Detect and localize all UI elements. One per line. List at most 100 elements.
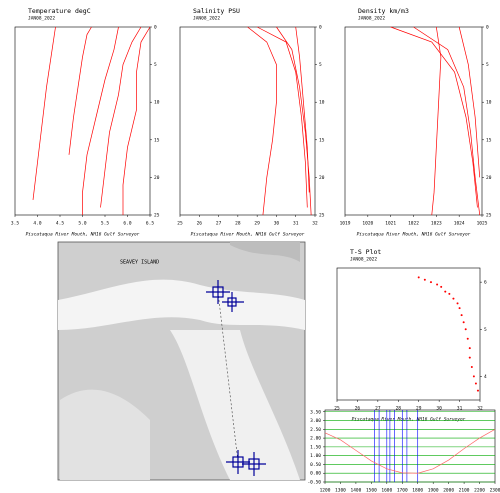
point bbox=[458, 307, 461, 310]
series-line bbox=[413, 26, 481, 216]
x-tick-label: 25 bbox=[177, 221, 183, 227]
x-tick-label: 4.5 bbox=[56, 221, 64, 227]
x-tick-label: 4.0 bbox=[33, 221, 41, 227]
track bbox=[217, 291, 239, 463]
x-tick-label: 30 bbox=[436, 406, 442, 412]
point bbox=[466, 337, 469, 340]
map: SEAVEY ISLAND bbox=[57, 241, 306, 481]
y-tick-label: 25 bbox=[486, 213, 492, 219]
point bbox=[468, 356, 471, 359]
y-tick-label: 1.00 bbox=[310, 453, 321, 459]
x-tick-label: 1023 bbox=[431, 221, 442, 227]
x-tick-label: 31 bbox=[293, 221, 299, 227]
y-tick-label: 15 bbox=[154, 137, 160, 143]
x-tick-label: 1019 bbox=[340, 221, 351, 227]
x-tick-label: 1700 bbox=[397, 488, 408, 493]
point bbox=[474, 382, 477, 385]
series-line bbox=[276, 26, 312, 216]
point bbox=[436, 283, 439, 286]
x-tick-label: 1600 bbox=[381, 488, 392, 493]
land bbox=[230, 242, 300, 262]
point bbox=[464, 328, 467, 331]
y-tick-label: 6 bbox=[484, 280, 487, 286]
x-tick-label: 6.5 bbox=[146, 221, 154, 227]
chart-title: Temperature degC bbox=[28, 7, 91, 15]
x-tick-label: 28 bbox=[396, 406, 402, 412]
series-line bbox=[100, 26, 142, 208]
y-tick-label: 5 bbox=[319, 62, 322, 68]
y-tick-label: 15 bbox=[319, 137, 325, 143]
x-tick-label: 5.0 bbox=[78, 221, 86, 227]
point bbox=[470, 366, 473, 368]
x-tick-label: 1022 bbox=[408, 221, 419, 227]
x-tick-label: 31 bbox=[457, 406, 463, 412]
x-tick-label: 1800 bbox=[412, 488, 423, 493]
point bbox=[468, 347, 471, 350]
x-tick-label: 1024 bbox=[454, 221, 465, 227]
point bbox=[472, 375, 475, 378]
x-tick-label: 1400 bbox=[350, 488, 361, 493]
y-tick-label: 10 bbox=[319, 100, 325, 106]
station-markers bbox=[206, 280, 266, 476]
point bbox=[476, 389, 479, 392]
y-tick-label: 3.00 bbox=[310, 418, 321, 424]
series-line bbox=[390, 26, 478, 208]
x-tick-label: 1025 bbox=[477, 221, 488, 227]
y-tick-label: 20 bbox=[319, 175, 325, 181]
x-tick-label: 1200 bbox=[320, 488, 331, 493]
series-line bbox=[431, 26, 442, 216]
chart-footer: Piscataqua River Mouth, NH16 Gulf Survey… bbox=[191, 232, 305, 238]
chart-footer: Piscataqua River Mouth, NH16 Gulf Survey… bbox=[357, 232, 471, 238]
map-label: SEAVEY ISLAND bbox=[120, 260, 159, 266]
x-tick-label: 2100 bbox=[459, 488, 470, 493]
plot-frame bbox=[336, 267, 481, 401]
x-tick-label: 1300 bbox=[335, 488, 346, 493]
series-line bbox=[256, 26, 308, 208]
water bbox=[58, 279, 305, 330]
y-tick-label: 20 bbox=[154, 175, 160, 181]
series-line bbox=[122, 26, 151, 215]
series-line bbox=[68, 26, 92, 155]
point bbox=[440, 285, 443, 288]
point bbox=[448, 292, 451, 295]
y-tick-label: 0.50 bbox=[310, 462, 321, 468]
y-tick-label: 25 bbox=[154, 213, 160, 219]
x-tick-label: 32 bbox=[477, 406, 483, 412]
point bbox=[452, 297, 455, 300]
x-tick-label: 1900 bbox=[428, 488, 439, 493]
chart-title: T-S Plot bbox=[350, 248, 381, 256]
x-tick-label: 29 bbox=[254, 221, 260, 227]
series-line bbox=[247, 26, 277, 216]
y-tick-label: 2.50 bbox=[310, 427, 321, 433]
x-tick-label: 3.5 bbox=[11, 221, 19, 227]
series-line bbox=[295, 26, 310, 193]
chart-subtitle: JAN08_2022 bbox=[28, 16, 55, 22]
x-tick-label: 2000 bbox=[443, 488, 454, 493]
x-tick-label: 25 bbox=[334, 406, 340, 412]
x-tick-label: 6.0 bbox=[123, 221, 131, 227]
y-tick-label: 2.00 bbox=[310, 436, 321, 442]
y-tick-label: 10 bbox=[486, 100, 492, 106]
chart-subtitle: JAN08_2022 bbox=[193, 16, 220, 22]
y-tick-label: 1.50 bbox=[310, 444, 321, 450]
point bbox=[444, 290, 447, 293]
point bbox=[460, 314, 463, 317]
chart-title: Density km/m3 bbox=[358, 7, 409, 15]
series-line bbox=[324, 429, 496, 474]
y-tick-label: 3.50 bbox=[310, 409, 321, 415]
chart-title: Salinity PSU bbox=[193, 7, 240, 15]
x-tick-label: 26 bbox=[355, 406, 361, 412]
chart-footer: Piscataqua River Mouth, NH16 Gulf Survey… bbox=[26, 232, 140, 238]
point bbox=[456, 302, 459, 305]
y-tick-label: 5 bbox=[154, 62, 157, 68]
x-tick-label: 1020 bbox=[362, 221, 373, 227]
series-line bbox=[32, 26, 56, 201]
point bbox=[462, 321, 465, 324]
chart-subtitle: JAN08_2022 bbox=[350, 257, 377, 263]
chart-subtitle: JAN08_2022 bbox=[358, 16, 385, 22]
chart-footer: Piscataqua River Mouth, NH16 Gulf Survey… bbox=[352, 417, 466, 423]
x-tick-label: 2200 bbox=[474, 488, 485, 493]
y-tick-label: -0.50 bbox=[307, 480, 321, 486]
x-tick-label: 29 bbox=[416, 406, 422, 412]
y-tick-label: 25 bbox=[319, 213, 325, 219]
